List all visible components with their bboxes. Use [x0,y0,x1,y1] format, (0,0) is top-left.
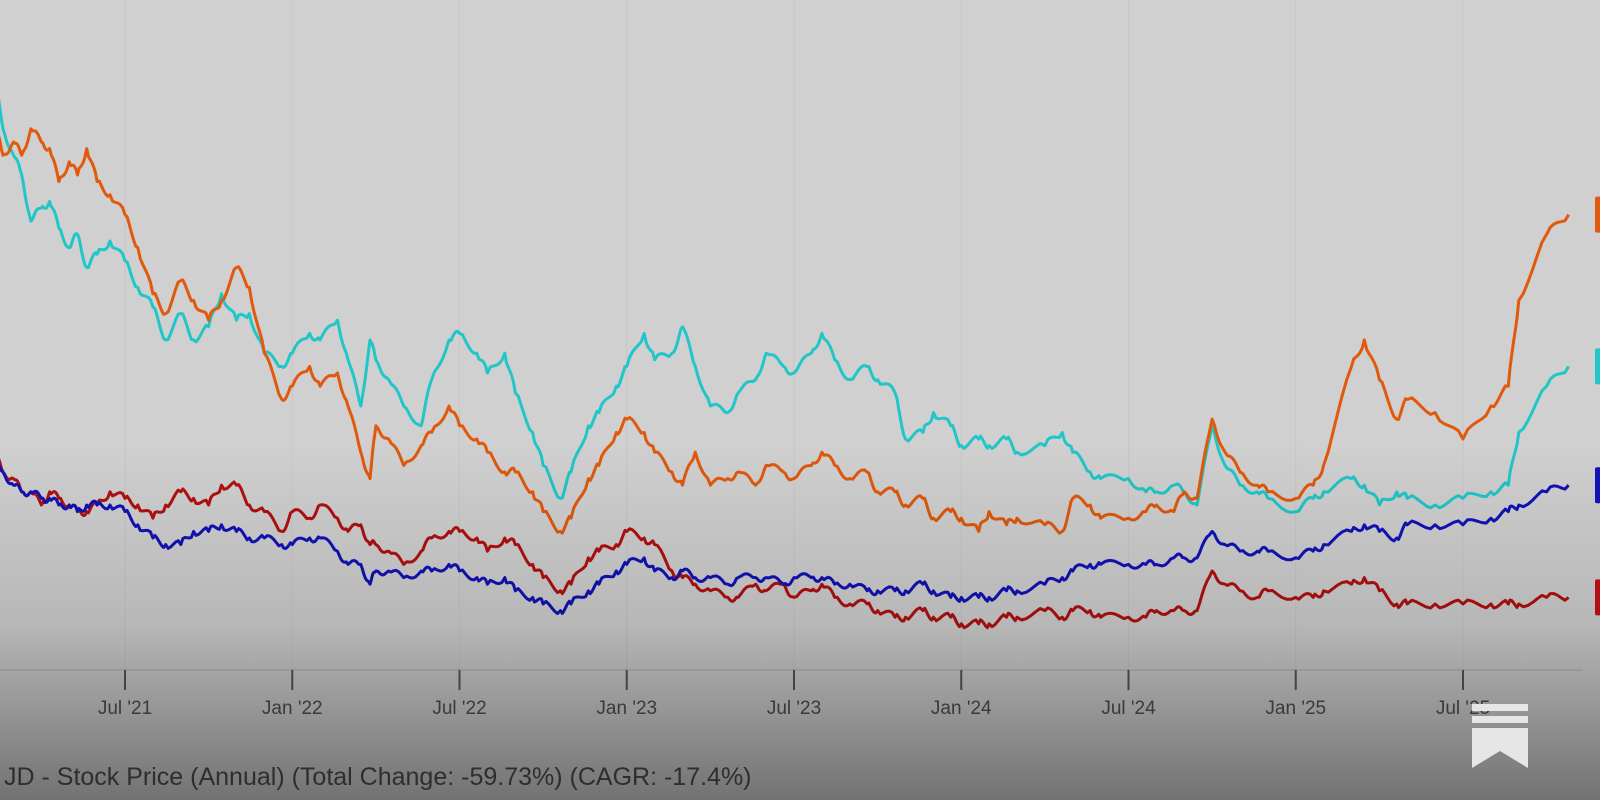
x-tick-label-1: Jan '22 [262,698,323,719]
series-end-marker-blue [1595,467,1600,504]
series-end-marker-cyan [1595,348,1600,385]
x-tick-label-3: Jan '23 [596,698,657,719]
x-axis: Jul '21 Jan '22 Jul '22 Jan '23 Jul '23 Jan '… [0,669,1582,719]
x-tick-label-5: Jan '24 [931,698,992,719]
series-end-marker-red [1595,579,1600,616]
series-end-marker-orange [1595,196,1600,233]
series-end-markers [1595,196,1600,616]
x-tick-label-4: Jul '23 [767,698,821,719]
chart-title: JD - Stock Price (Annual) (Total Change:… [4,763,752,791]
bookmark-icon [1472,704,1528,768]
x-tick-label-8: Jul '25 [1436,698,1490,719]
x-tick-label-2: Jul '22 [432,698,486,719]
x-tick-label-6: Jul '24 [1101,698,1156,719]
x-tick-label-0: Jul '21 [98,698,152,719]
x-tick-label-7: Jan '25 [1265,698,1326,719]
